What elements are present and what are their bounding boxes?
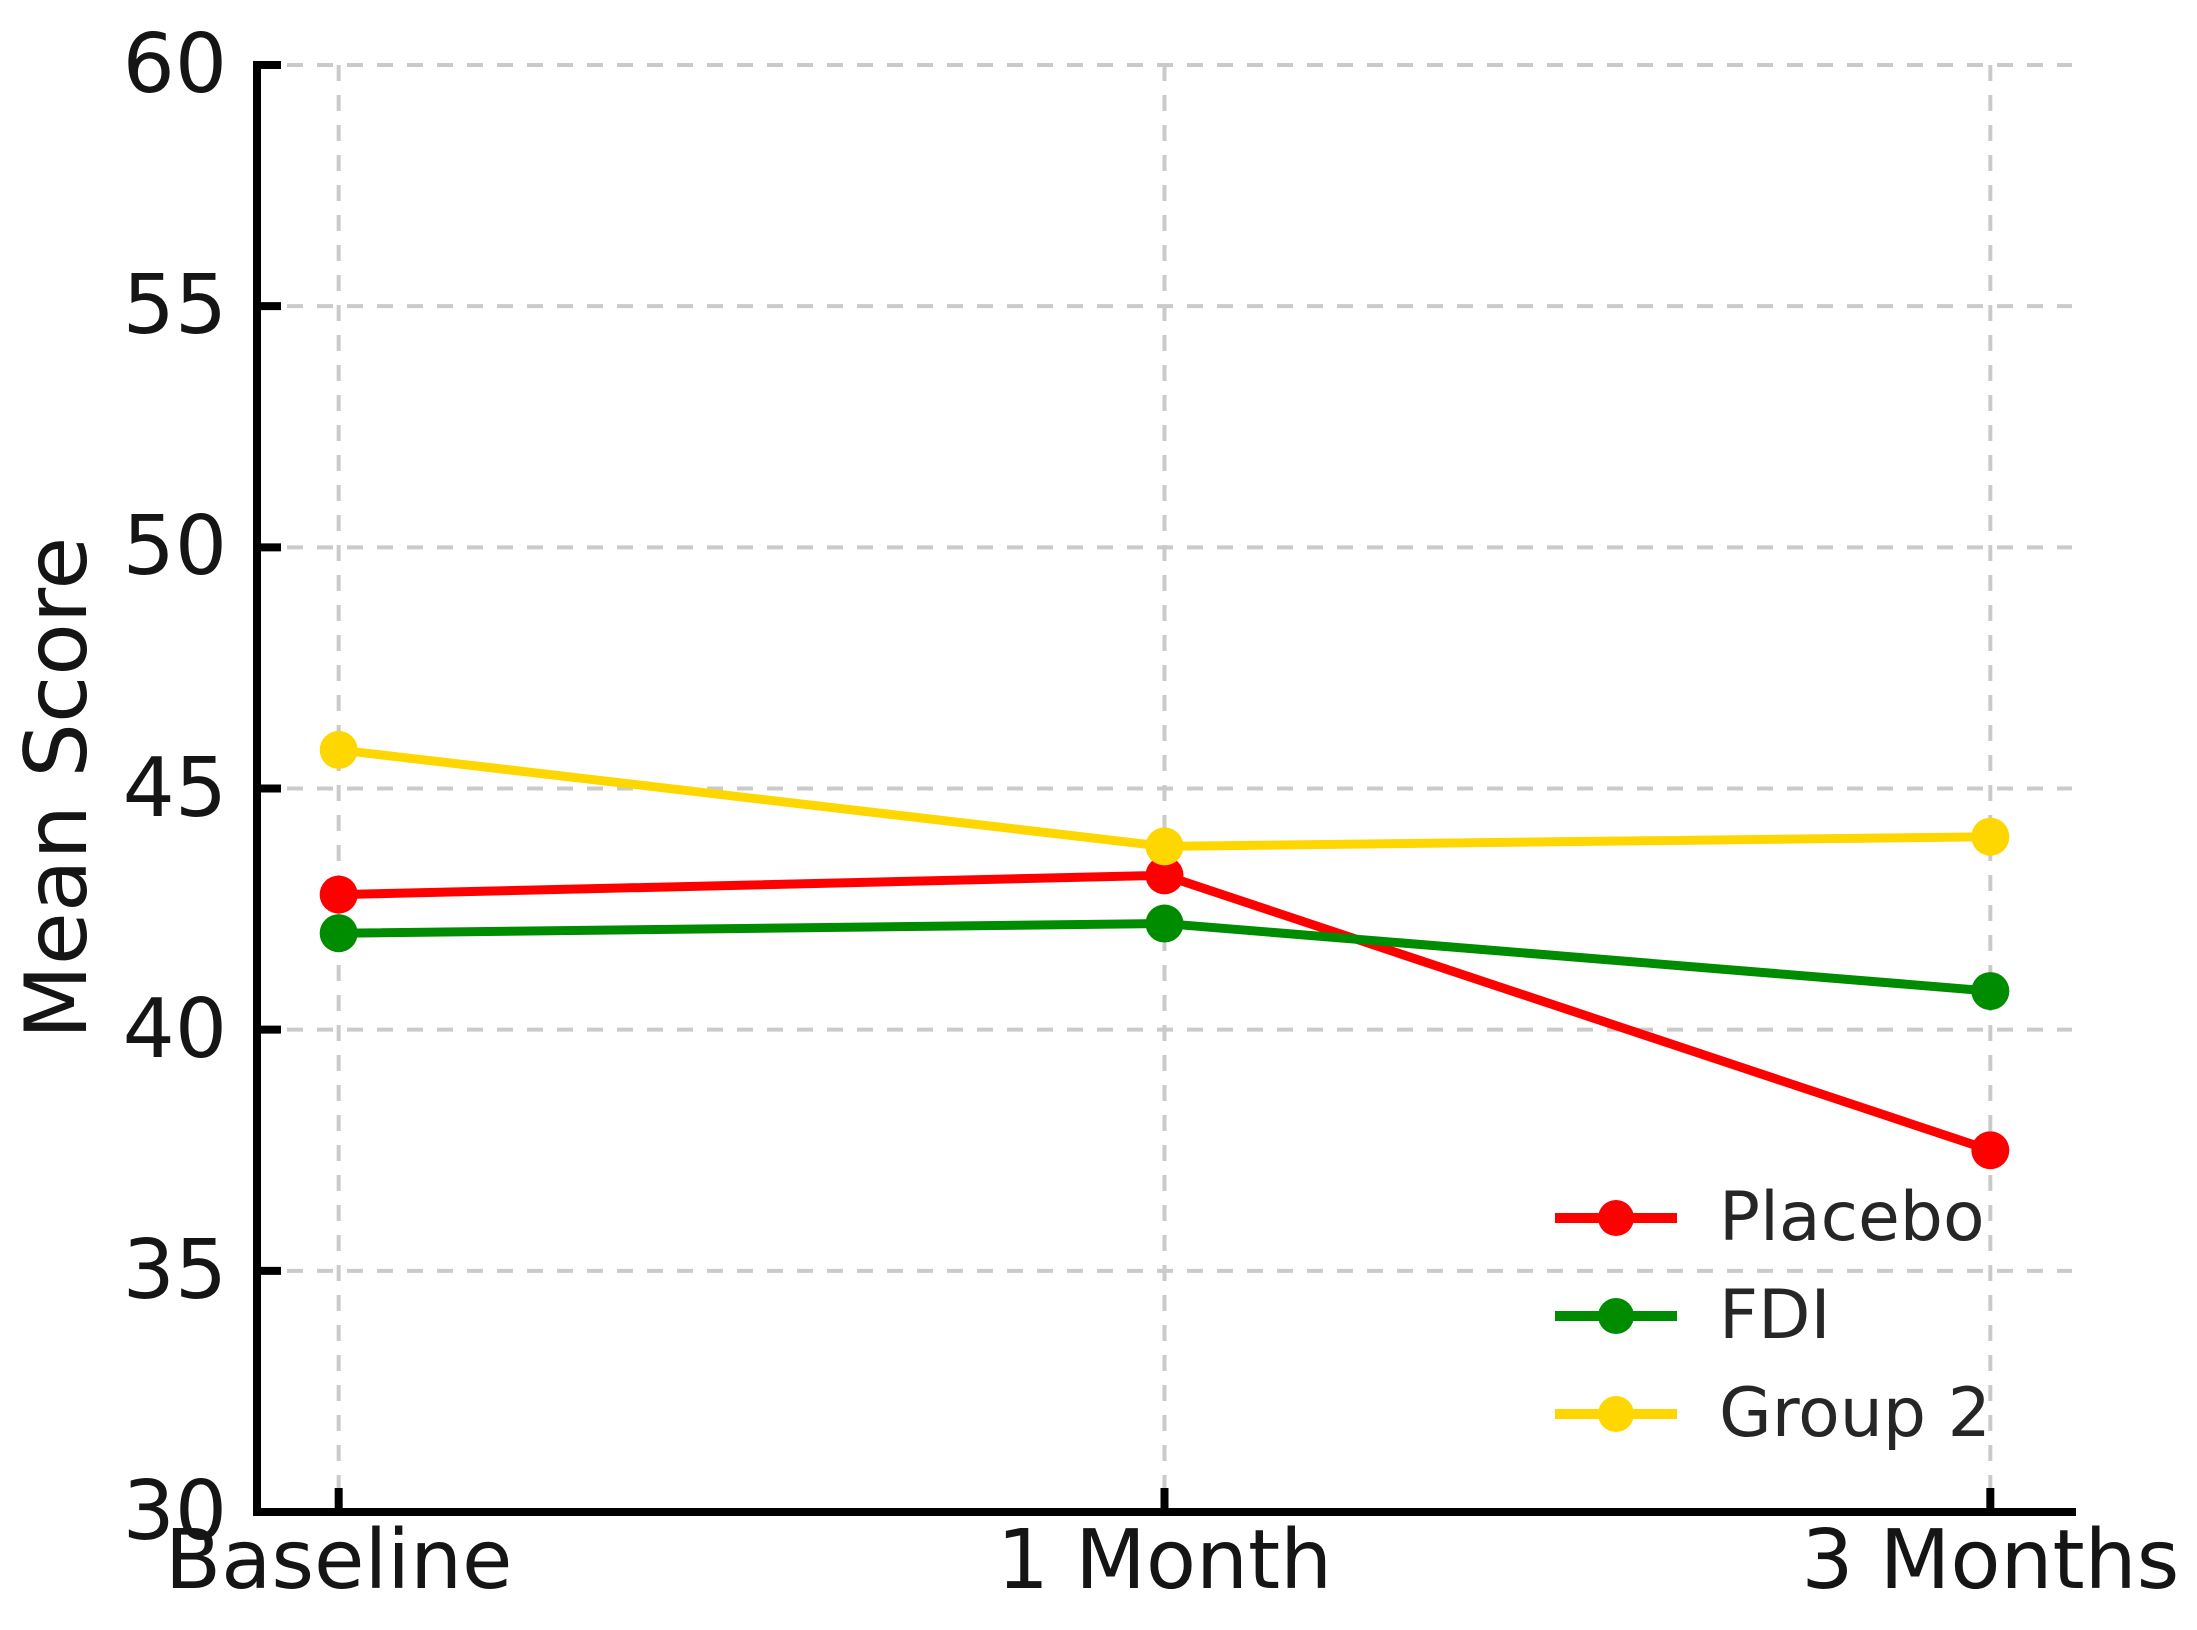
y-tick-label: 50 <box>122 499 227 595</box>
y-tick-label: 60 <box>122 17 227 112</box>
data-point-placebo <box>1145 856 1184 895</box>
legend-label: Group 2 <box>1719 1374 1991 1453</box>
data-point-fdi <box>319 914 358 953</box>
data-point-fdi <box>1971 972 2010 1011</box>
legend-item-group-2: Group 2 <box>1553 1365 1991 1463</box>
data-point-group-2 <box>319 730 358 769</box>
legend-marker-icon <box>1555 1200 1677 1236</box>
y-tick-label: 45 <box>122 740 227 836</box>
data-point-placebo <box>319 875 358 914</box>
y-tick-label: 40 <box>122 981 227 1077</box>
y-tick-label: 55 <box>122 258 227 354</box>
data-point-group-2 <box>1145 827 1184 866</box>
y-tick-label: 35 <box>122 1222 227 1318</box>
legend-label: Placebo <box>1719 1178 1985 1257</box>
x-tick-label: Baseline <box>164 1513 513 1608</box>
legend-marker-icon <box>1555 1396 1677 1432</box>
data-point-placebo <box>1971 1131 2010 1170</box>
data-point-group-2 <box>1971 817 2010 856</box>
data-point-fdi <box>1145 904 1184 943</box>
legend-label: FDI <box>1719 1276 1831 1355</box>
legend-marker-icon <box>1555 1298 1677 1334</box>
x-tick-label: 1 Month <box>996 1513 1333 1608</box>
y-tick-label: 30 <box>122 1464 227 1559</box>
legend-item-fdi: FDI <box>1553 1267 1991 1365</box>
legend-item-placebo: Placebo <box>1553 1169 1991 1267</box>
legend: Placebo FDI Group 2 <box>1553 1169 1991 1463</box>
x-tick-label: 3 Months <box>1801 1513 2180 1608</box>
